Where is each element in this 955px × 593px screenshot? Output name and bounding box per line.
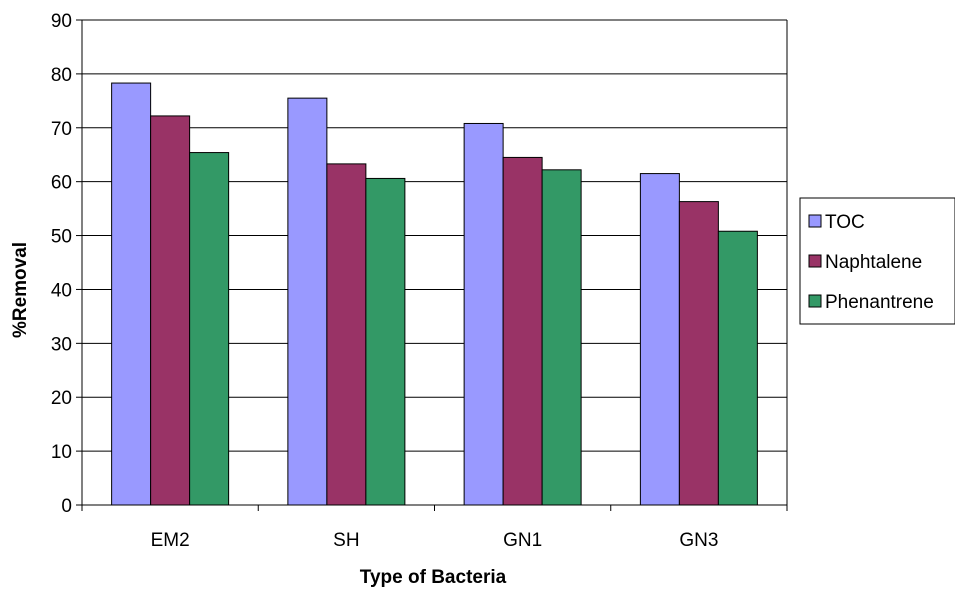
y-tick-label: 70 — [51, 119, 72, 140]
x-tick-labels: EM2 SH GN1 GN3 — [81, 505, 788, 551]
y-tick-label: 20 — [51, 388, 72, 409]
legend-item-phenantrene: Phenantrene — [808, 292, 934, 313]
legend-label-phenantrene: Phenantrene — [825, 292, 934, 313]
bar-phenantrene-em2 — [189, 152, 230, 506]
bar-naphtalene-em2 — [150, 115, 191, 506]
legend-swatch-phenantrene — [808, 294, 822, 308]
legend-item-toc: TOC — [808, 212, 865, 233]
y-tick-labels: 0 10 20 30 40 50 60 70 80 90 — [51, 11, 82, 517]
bar-naphtalene-gn3 — [678, 201, 719, 506]
bar-phenantrene-gn1 — [541, 169, 582, 506]
y-tick-label: 90 — [51, 11, 72, 32]
x-tick-label-em2: EM2 — [151, 530, 190, 551]
x-axis-title: Type of Bacteria — [360, 567, 507, 588]
y-tick-label: 30 — [51, 334, 72, 355]
bar-toc-em2 — [111, 82, 152, 506]
legend-swatch-naphtalene — [808, 254, 822, 268]
y-tick-label: 40 — [51, 280, 72, 301]
y-tick-label: 0 — [61, 496, 72, 517]
y-axis-title: %Removal — [10, 242, 31, 338]
legend-label-toc: TOC — [825, 212, 865, 233]
bar-toc-gn3 — [639, 173, 680, 506]
y-tick-label: 60 — [51, 173, 72, 194]
x-tick-label-gn3: GN3 — [679, 530, 718, 551]
bar-toc-sh — [287, 97, 328, 506]
y-tick-label: 50 — [51, 227, 72, 248]
y-tick-label: 10 — [51, 442, 72, 463]
legend-swatch-toc — [808, 214, 822, 228]
bar-naphtalene-sh — [326, 163, 367, 506]
bars — [111, 82, 758, 506]
x-tick-label-sh: SH — [333, 530, 359, 551]
bar-toc-gn1 — [463, 122, 504, 506]
bar-naphtalene-gn1 — [502, 156, 543, 506]
legend-label-naphtalene: Naphtalene — [825, 252, 922, 273]
legend-frame — [799, 197, 955, 325]
legend: TOC Naphtalene Phenantrene — [799, 197, 955, 325]
y-tick-label: 80 — [51, 65, 72, 86]
legend-item-naphtalene: Naphtalene — [808, 252, 922, 273]
axes — [81, 19, 788, 506]
bar-phenantrene-sh — [365, 177, 406, 506]
bar-phenantrene-gn3 — [717, 230, 758, 506]
x-tick-label-gn1: GN1 — [503, 530, 542, 551]
